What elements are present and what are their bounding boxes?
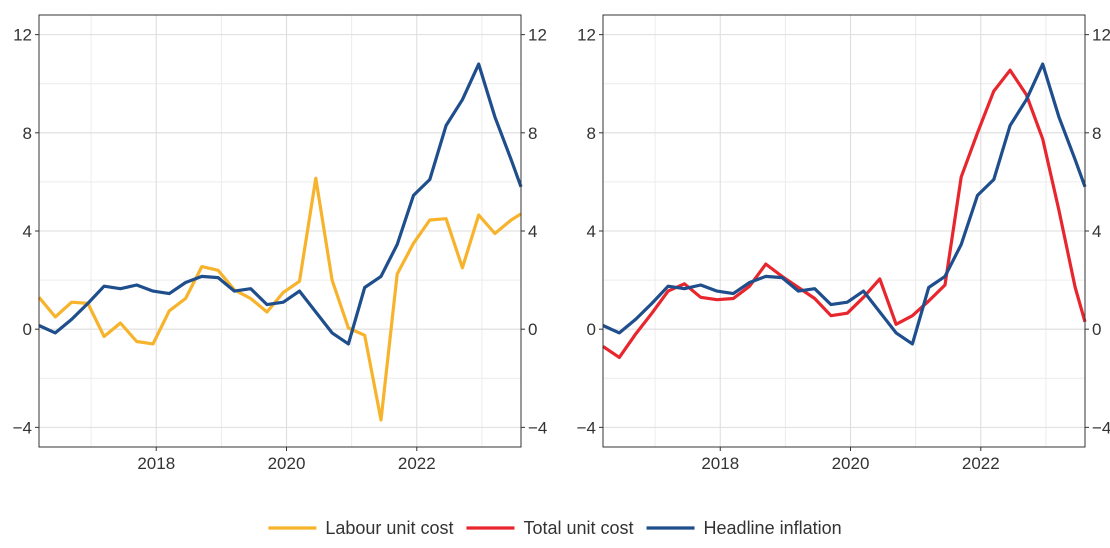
y-tick-label-left: 0 bbox=[23, 320, 32, 339]
series-line-headline-inflation bbox=[602, 62, 1087, 346]
y-tick-label-right: 4 bbox=[528, 222, 537, 241]
y-tick-label-left: 8 bbox=[587, 124, 596, 143]
legend-label: Headline inflation bbox=[704, 518, 842, 538]
major-gridlines bbox=[603, 15, 1085, 447]
x-tick-label: 2018 bbox=[137, 454, 175, 473]
legend-item-labour-unit-cost: Labour unit cost bbox=[268, 518, 453, 538]
x-tick-label: 2018 bbox=[701, 454, 739, 473]
y-tick-label-left: 12 bbox=[13, 26, 32, 45]
y-tick-label-right: 0 bbox=[528, 320, 537, 339]
major-gridlines bbox=[39, 15, 521, 447]
y-tick-label-right: 12 bbox=[528, 26, 547, 45]
y-tick-label-right: 4 bbox=[1092, 222, 1101, 241]
legend-item-total-unit-cost: Total unit cost bbox=[466, 518, 634, 538]
series-line-headline-inflation bbox=[38, 62, 523, 346]
y-tick-label-right: −4 bbox=[528, 418, 547, 437]
y-tick-label-right: 12 bbox=[1092, 26, 1110, 45]
y-tick-label-left: 0 bbox=[587, 320, 596, 339]
x-tick-label: 2020 bbox=[268, 454, 306, 473]
series-line-total-unit-cost bbox=[602, 68, 1087, 359]
legend-item-headline-inflation: Headline inflation bbox=[646, 518, 842, 538]
y-tick-label-left: −4 bbox=[13, 418, 32, 437]
x-tick-label: 2022 bbox=[962, 454, 1000, 473]
y-tick-label-right: 8 bbox=[1092, 124, 1101, 143]
left-panel: −4 −4 0 0 4 4 8 8 12 12 2018 2020 2022 bbox=[13, 14, 547, 473]
y-tick-label-left: 4 bbox=[23, 222, 32, 241]
right-panel: −4 −4 0 0 4 4 8 8 12 12 2018 2020 2022 bbox=[577, 14, 1110, 473]
series-line-labour-unit-cost bbox=[37, 176, 522, 422]
legend: Labour unit cost Total unit cost Headline … bbox=[268, 518, 842, 538]
y-tick-label-right: 0 bbox=[1092, 320, 1101, 339]
y-tick-label-left: 12 bbox=[577, 26, 596, 45]
legend-label: Total unit cost bbox=[523, 518, 633, 538]
x-tick-label: 2020 bbox=[832, 454, 870, 473]
y-tick-label-left: 8 bbox=[23, 124, 32, 143]
y-tick-label-left: 4 bbox=[587, 222, 596, 241]
legend-label: Labour unit cost bbox=[325, 518, 453, 538]
y-tick-label-right: 8 bbox=[528, 124, 537, 143]
y-tick-label-right: −4 bbox=[1092, 418, 1110, 437]
y-tick-label-left: −4 bbox=[577, 418, 596, 437]
x-tick-label: 2022 bbox=[398, 454, 436, 473]
